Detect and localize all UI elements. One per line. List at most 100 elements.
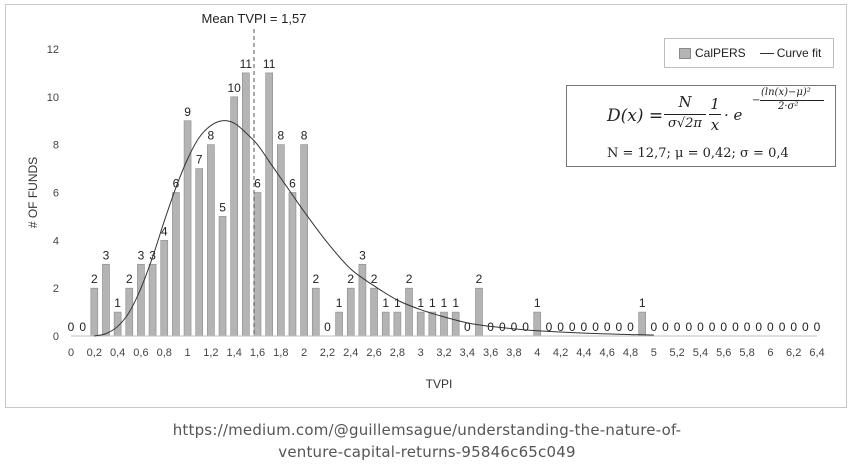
x-tick-label-14: 2,8 [390,347,405,359]
x-tick-label-10: 2 [301,347,307,359]
legend: CalPERS Curve fit [664,38,834,68]
mean-layer: Mean TVPI = 1,57 [202,11,307,336]
x-tick-label-6: 1,2 [203,347,218,359]
bar-value-label-37: 0 [499,320,506,334]
formula-box: D(x) = N σ√2π 1 x · e − (ln(x)−μ)² 2·σ² … [566,85,836,167]
x-tick-label-28: 5,6 [716,347,731,359]
x-tick-label-20: 4 [534,347,540,359]
bar-16 [253,192,262,337]
formula-frac2-denominator: x [710,116,720,134]
bar-28 [393,311,402,337]
bar-value-label-42: 0 [557,320,564,334]
bar-value-label-45: 0 [592,320,599,334]
bar-value-label-52: 0 [674,320,681,334]
bar-13 [218,216,227,337]
bar-49 [638,311,646,337]
bar-value-label-33: 1 [452,296,459,310]
bar-14 [230,96,238,337]
bar-value-label-17: 11 [263,57,276,71]
bar-value-label-26: 2 [371,272,378,286]
x-axis-title: TVPI [426,377,453,391]
bar-value-label-41: 0 [546,320,553,334]
chart-frame: 0 0 2 3 1 2 3 3 4 6 9 7 8 5 10 11 6 11 8 6 8 2 0 1 2 3 2 1 1 2 1 1 1 1 0 2 0… [5,4,847,408]
bar-value-label-4: 1 [114,296,121,310]
bar-value-label-32: 1 [441,296,448,310]
bar-7 [148,263,157,337]
x-tick-label-2: 0,4 [110,347,125,359]
bar-value-label-25: 3 [359,248,366,262]
bar-value-label-21: 2 [312,272,319,286]
y-tick-label-1: 2 [53,283,59,295]
bar-15 [242,72,250,337]
bar-value-label-15: 11 [240,57,253,71]
bar-value-label-31: 1 [429,296,436,310]
bar-30 [416,311,425,337]
bar-20 [300,144,308,337]
formula-exp-bar [760,100,824,101]
x-tick-label-0: 0 [68,347,74,359]
formula-exp-denominator: 2·σ² [778,101,799,112]
bar-value-label-39: 0 [522,320,529,334]
bar-value-label-20: 8 [301,129,308,143]
bar-3 [102,263,110,337]
bar-6 [137,263,145,337]
bar-value-label-60: 0 [767,320,774,334]
bar-value-label-24: 2 [347,272,354,286]
bar-value-label-6: 3 [138,248,145,262]
bar-value-label-38: 0 [511,320,518,334]
bar-value-label-50: 0 [650,320,657,334]
bar-value-label-61: 0 [779,320,786,334]
bar-value-label-8: 4 [161,224,168,238]
bar-9 [172,192,180,337]
x-tick-label-18: 3,6 [483,347,498,359]
bar-value-label-29: 2 [406,272,413,286]
bar-31 [428,311,437,337]
formula-numerator: N [678,93,692,111]
bar-40 [533,311,542,337]
bar-26 [370,287,378,337]
x-tick-label-27: 5,4 [693,347,708,359]
bar-2 [90,287,99,337]
formula-denominator: σ√2π [668,116,702,131]
bar-value-label-23: 1 [336,296,343,310]
x-tick-label-8: 1,6 [250,347,265,359]
bar-value-label-30: 1 [417,296,424,310]
bar-value-label-5: 2 [126,272,133,286]
y-tick-label-2: 4 [53,235,59,247]
bar-33 [451,311,460,337]
legend-label-calpers: CalPERS [695,46,746,60]
bar-value-label-2: 2 [91,272,98,286]
bar-value-label-12: 8 [208,129,215,143]
formula-exp-sign: − [752,95,761,106]
bar-value-label-64: 0 [814,320,821,334]
formula-fraction-bar [664,114,706,115]
formula-frac2-numerator: 1 [710,95,720,113]
bar-value-label-16: 6 [254,177,261,191]
legend-line-curve-fit [759,52,774,54]
bar-value-label-59: 0 [755,320,762,334]
bar-29 [405,287,413,337]
formula-lhs: D(x) = [607,106,664,126]
x-tick-label-13: 2,6 [366,347,381,359]
bar-value-label-35: 2 [476,272,483,286]
bar-value-label-36: 0 [487,320,494,334]
bar-8 [160,240,169,337]
formula-frac2-bar [709,114,721,115]
mean-tvpi-label: Mean TVPI = 1,57 [202,11,307,26]
x-tick-label-9: 1,8 [273,347,288,359]
bar-value-label-49: 1 [639,296,646,310]
source-url-line-1[interactable]: https://medium.com/@guillemsague/underst… [172,421,682,439]
bar-27 [381,311,390,337]
x-tick-label-1: 0,2 [87,347,102,359]
x-tick-label-11: 2,2 [320,347,335,359]
formula-params: N = 12,7; μ = 0,42; σ = 0,4 [607,146,789,161]
source-url-line-2[interactable]: venture-capital-returns-95846c65c049 [278,443,576,461]
bar-value-label-48: 0 [627,320,634,334]
x-tick-label-7: 1,4 [227,347,242,359]
x-tick-label-24: 4,8 [623,347,638,359]
bar-value-label-51: 0 [662,320,669,334]
y-tick-label-3: 6 [53,188,59,200]
x-tick-label-4: 0,8 [157,347,172,359]
